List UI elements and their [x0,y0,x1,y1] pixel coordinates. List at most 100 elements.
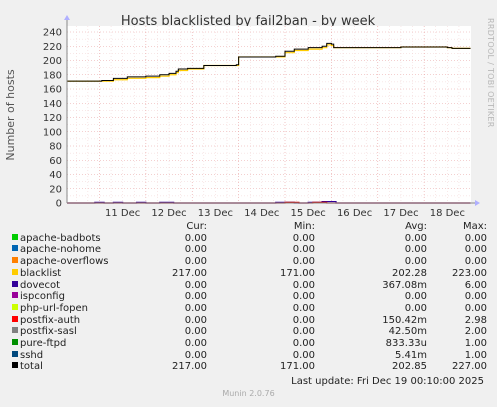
x-tick-label: 17 Dec [383,208,418,219]
munin-version: Munin 2.0.76 [222,389,275,398]
legend-cur-value: 0.00 [184,291,207,303]
x-tick-label: 14 Dec [244,208,279,219]
legend-min-value: 0.00 [292,349,315,361]
legend-series-name: dovecot [20,279,61,291]
legend-series-name: apache-nohome [20,244,102,256]
legend-swatch [12,257,18,264]
legend-row: pure-ftpd 0.00 0.00 833.33u 1.00 [12,338,487,350]
legend-series: dovecot [12,280,117,292]
legend-min-value: 0.00 [292,326,315,338]
legend-row: dovecot 0.00 0.00 367.08m 6.00 [12,280,487,292]
plot-area [67,26,471,203]
legend-series-name: pure-ftpd [20,338,67,350]
legend-avg-value: 0.00 [404,291,427,303]
legend-series: postfix-auth [12,315,117,327]
x-tick-labels: 11 Dec 12 Dec 13 Dec 14 Dec 15 Dec 16 Dec 17 D… [105,208,465,219]
legend-avg-value: 367.08m [382,279,427,291]
legend-max-value: 0.00 [464,302,487,314]
legend-avg-value: 0.00 [404,256,427,268]
y-tick-labels: 0 20 40 60 80 100 120 140 160 180 200 220 240 [43,28,62,210]
legend-header-avg: Avg: [405,221,427,232]
legend-avg-value: 0.00 [404,244,427,256]
legend-cur-value: 0.00 [184,314,207,326]
grid [67,26,471,203]
legend-min-value: 0.00 [292,302,315,314]
y-tick-label: 120 [43,113,62,124]
legend-max-value: 2.98 [464,314,487,326]
legend-row: ispconfig 0.00 0.00 0.00 0.00 [12,291,487,303]
legend-min-value: 0.00 [292,232,315,244]
x-tick-label: 15 Dec [291,208,326,219]
legend-row: sshd 0.00 0.00 5.41m 1.00 [12,350,487,362]
legend-avg-value: 0.00 [404,302,427,314]
legend-swatch [12,280,18,287]
y-axis-arrow [64,15,70,20]
legend-series: php-url-fopen [12,303,117,315]
legend-header-min: Min: [293,221,315,232]
legend-min-value: 0.00 [292,279,315,291]
legend-row: apache-overflows 0.00 0.00 0.00 0.00 [12,256,487,268]
legend-series-name: ispconfig [20,291,65,303]
y-tick-label: 220 [43,42,62,53]
legend-series: sshd [12,350,117,362]
legend-swatch [12,233,18,240]
legend-avg-value: 833.33u [385,338,427,350]
legend-avg-value: 42.50m [388,326,427,338]
x-axis-arrow [475,200,480,206]
y-tick-label: 60 [49,156,62,167]
legend-series-name: blacklist [20,267,62,279]
legend-series-name: postfix-auth [20,314,81,326]
legend-swatch [12,315,18,322]
legend-max-value: 227.00 [452,361,487,373]
x-tick-label: 13 Dec [198,208,233,219]
legend-swatch [12,303,18,310]
y-tick-label: 180 [43,70,62,81]
legend-row: postfix-auth 0.00 0.00 150.42m 2.98 [12,315,487,327]
legend-cur-value: 0.00 [184,349,207,361]
legend-max-value: 6.00 [464,279,487,291]
legend-row: postfix-sasl 0.00 0.00 42.50m 2.00 [12,326,487,338]
x-tick-label: 16 Dec [337,208,372,219]
legend-series: total [12,361,117,373]
legend-avg-value: 0.00 [404,232,427,244]
legend-avg-value: 202.28 [392,267,427,279]
legend-series: apache-nohome [12,244,117,256]
legend-header-cur: Cur: [186,221,207,232]
legend-swatch [12,362,18,369]
legend-swatch [12,245,18,252]
legend-min-value: 0.00 [292,314,315,326]
legend-max-value: 0.00 [464,291,487,303]
legend-min-value: 171.00 [280,361,315,373]
legend-series-name: php-url-fopen [20,302,88,314]
legend-max-value: 1.00 [464,338,487,350]
legend-cur-value: 0.00 [184,279,207,291]
series-line-total [67,42,471,82]
rrdtool-credit: RRDTOOL / TOBI OETIKER [486,18,495,128]
legend-max-value: 0.00 [464,232,487,244]
legend-cur-value: 0.00 [184,256,207,268]
legend-swatch [12,268,18,275]
legend-header-name [12,221,117,233]
legend-series: apache-overflows [12,256,117,268]
legend-row: apache-nohome 0.00 0.00 0.00 0.00 [12,244,487,256]
legend-series-name: apache-badbots [20,232,101,244]
legend-series: postfix-sasl [12,326,117,338]
x-tick-label: 12 Dec [151,208,186,219]
axes [64,15,480,206]
legend-series: ispconfig [12,291,117,303]
y-tick-label: 200 [43,56,62,67]
legend-row: total 217.00 171.00 202.85 227.00 [12,361,487,373]
y-tick-label: 240 [43,28,62,39]
legend-cur-value: 217.00 [172,267,207,279]
legend-series: blacklist [12,268,117,280]
legend-max-value: 223.00 [452,267,487,279]
x-tick-label: 11 Dec [105,208,140,219]
legend-max-value: 2.00 [464,326,487,338]
y-tick-label: 100 [43,127,62,138]
legend-header-max: Max: [462,221,487,232]
legend-min-value: 0.00 [292,256,315,268]
legend-swatch [12,327,18,334]
legend-min-value: 0.00 [292,338,315,350]
y-tick-label: 160 [43,85,62,96]
